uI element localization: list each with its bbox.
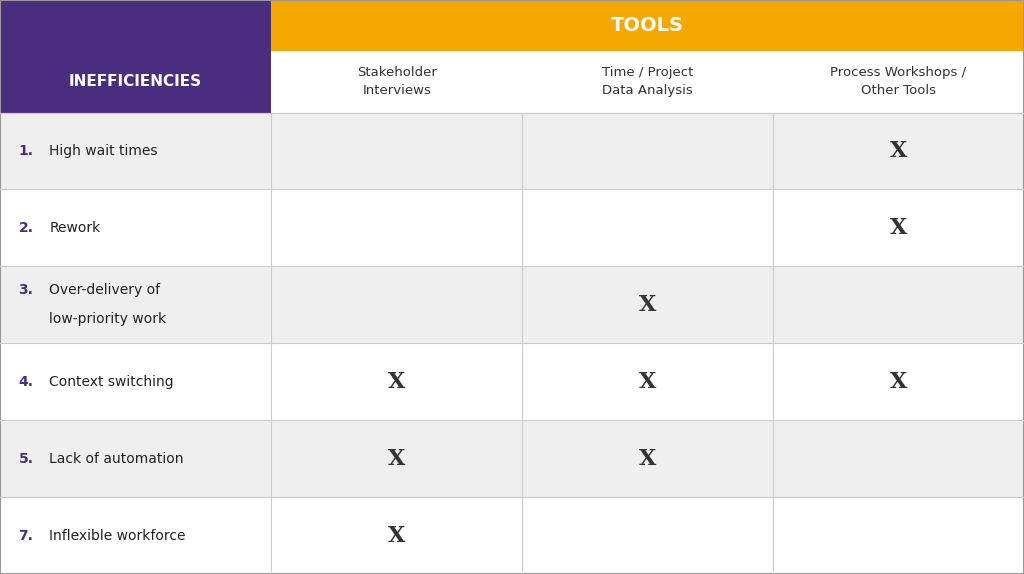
Text: 4.: 4. [18, 375, 34, 389]
Text: TOOLS: TOOLS [611, 15, 684, 35]
Text: low-priority work: low-priority work [49, 312, 166, 326]
Text: 5.: 5. [18, 452, 34, 466]
Text: X: X [639, 294, 656, 316]
Bar [0, 189, 1024, 266]
Text: Process Workshops /
Other Tools: Process Workshops / Other Tools [830, 66, 967, 97]
Text: INEFFICIENCIES: INEFFICIENCIES [69, 74, 203, 89]
Text: 2.: 2. [18, 221, 34, 235]
Bar [0, 343, 1024, 420]
Text: Lack of automation: Lack of automation [49, 452, 183, 466]
Text: Time / Project
Data Analysis: Time / Project Data Analysis [602, 66, 693, 97]
Bar [271, 0, 1024, 51]
Text: Context switching: Context switching [49, 375, 174, 389]
Text: 7.: 7. [18, 529, 34, 542]
Text: Inflexible workforce: Inflexible workforce [49, 529, 185, 542]
Text: X: X [890, 371, 907, 393]
Text: 1.: 1. [18, 144, 34, 158]
Bar [0, 497, 1024, 574]
Text: X: X [388, 525, 406, 546]
Text: X: X [388, 448, 406, 470]
Bar [0, 266, 1024, 343]
Bar [271, 51, 1024, 113]
Text: High wait times: High wait times [49, 144, 158, 158]
Text: X: X [890, 217, 907, 239]
Text: X: X [639, 448, 656, 470]
Text: 3.: 3. [18, 284, 34, 297]
Text: X: X [388, 371, 406, 393]
Bar [0, 420, 1024, 497]
Bar [0, 113, 1024, 189]
Text: Rework: Rework [49, 221, 100, 235]
Bar [0, 0, 271, 113]
Text: Stakeholder
Interviews: Stakeholder Interviews [356, 66, 437, 97]
Text: Over-delivery of: Over-delivery of [49, 284, 161, 297]
Text: X: X [890, 140, 907, 162]
Text: X: X [639, 371, 656, 393]
